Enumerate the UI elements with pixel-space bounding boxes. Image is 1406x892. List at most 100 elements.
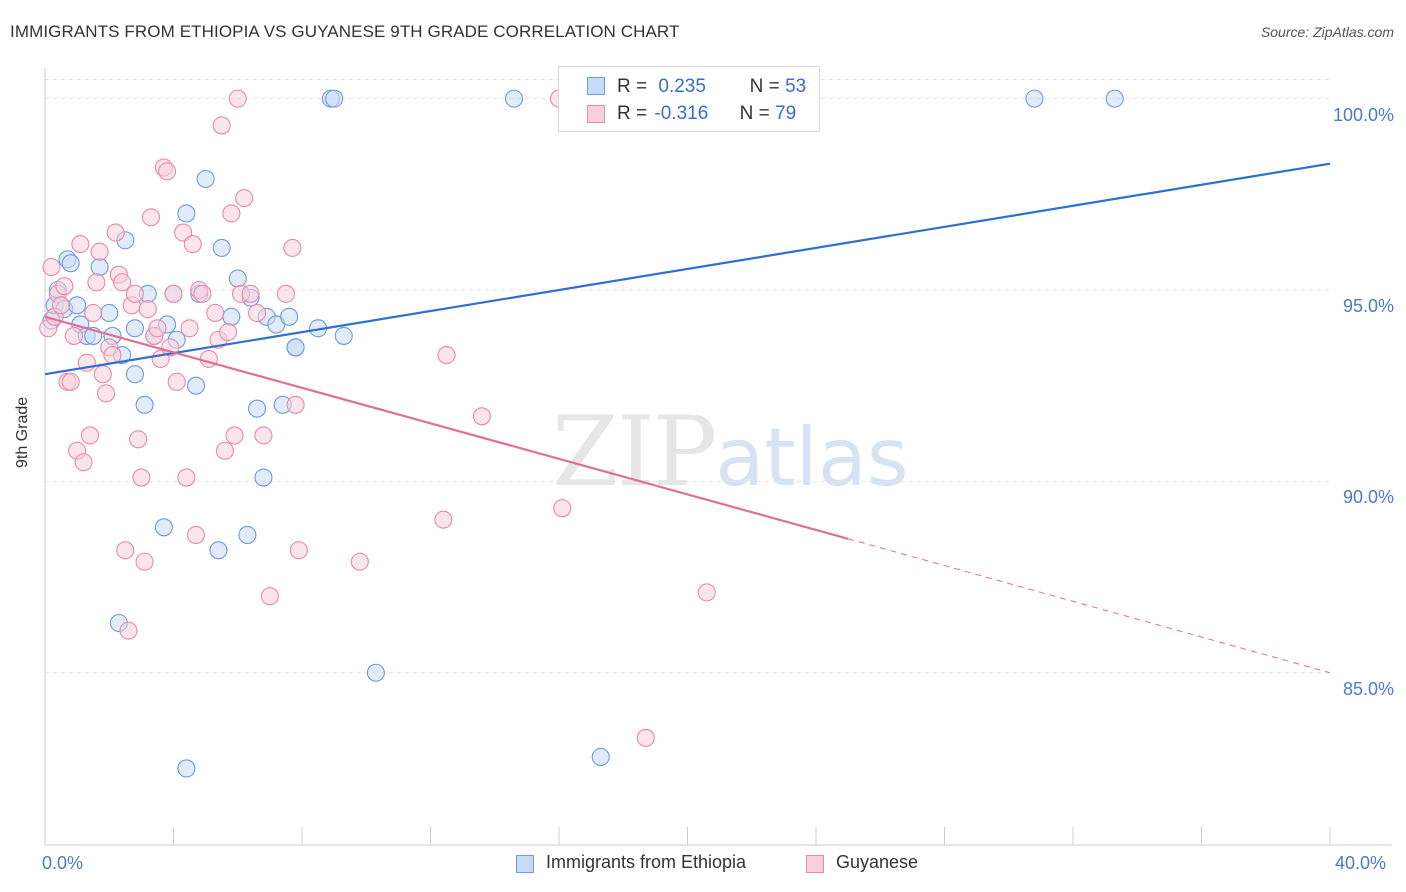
point-guyanese bbox=[186, 525, 206, 545]
point-guyanese bbox=[64, 326, 83, 345]
point-ethiopia bbox=[196, 169, 215, 189]
point-guyanese bbox=[125, 284, 144, 303]
point-guyanese bbox=[222, 204, 241, 223]
point-guyanese bbox=[106, 223, 125, 242]
point-guyanese bbox=[119, 621, 138, 640]
point-ethiopia bbox=[135, 395, 154, 414]
y-tick-label: 95.0% bbox=[1342, 296, 1394, 316]
trend-lines bbox=[44, 162, 1331, 674]
point-ethiopia bbox=[209, 541, 228, 560]
point-ethiopia bbox=[154, 518, 173, 537]
point-guyanese bbox=[141, 208, 161, 227]
point-ethiopia bbox=[286, 338, 305, 357]
point-ethiopia bbox=[366, 663, 385, 682]
point-guyanese bbox=[235, 189, 254, 208]
point-guyanese bbox=[183, 235, 202, 254]
point-guyanese bbox=[158, 162, 177, 181]
y-tick-label: 100.0% bbox=[1332, 104, 1394, 125]
point-ethiopia bbox=[325, 89, 344, 108]
point-guyanese bbox=[84, 303, 103, 323]
watermark: ZIPatlas bbox=[552, 396, 909, 508]
point-guyanese bbox=[350, 552, 369, 571]
point-guyanese bbox=[42, 257, 61, 277]
bottom-legend-ethiopia: Immigrants from Ethiopia bbox=[546, 852, 747, 872]
legend-n-label: N = bbox=[749, 76, 780, 97]
legend-r-value: 0.235 bbox=[658, 76, 706, 97]
point-guyanese bbox=[286, 395, 305, 414]
point-guyanese bbox=[254, 426, 273, 445]
point-guyanese bbox=[177, 468, 196, 487]
point-ethiopia bbox=[254, 468, 273, 487]
point-ethiopia bbox=[238, 525, 257, 545]
trend-line-guyanese bbox=[44, 315, 849, 540]
point-guyanese bbox=[87, 273, 106, 292]
point-guyanese bbox=[129, 430, 148, 449]
gridlines bbox=[45, 78, 1330, 674]
x-tick-label-max: 40.0% bbox=[1335, 853, 1387, 873]
point-guyanese bbox=[80, 426, 100, 445]
point-guyanese bbox=[193, 284, 212, 303]
point-ethiopia bbox=[504, 89, 524, 108]
point-guyanese bbox=[55, 277, 74, 296]
axes bbox=[44, 68, 1392, 846]
point-guyanese bbox=[260, 587, 279, 606]
point-guyanese bbox=[167, 372, 186, 391]
point-guyanese bbox=[135, 552, 154, 571]
point-ethiopia bbox=[228, 269, 247, 288]
trend-line-guyanese-extension bbox=[847, 538, 1331, 674]
point-guyanese bbox=[437, 346, 456, 365]
correlation-legend: R = 0.235 N = 53 R = -0.316 N = 79 bbox=[558, 66, 820, 132]
point-ethiopia bbox=[280, 307, 299, 326]
point-guyanese bbox=[219, 323, 238, 342]
point-guyanese bbox=[206, 303, 225, 323]
point-guyanese bbox=[212, 116, 231, 135]
legend-r-label: R = bbox=[617, 76, 648, 97]
y-axis-label: 9th Grade bbox=[14, 396, 31, 468]
point-guyanese bbox=[164, 284, 183, 303]
legend-n-value: 53 bbox=[785, 76, 807, 97]
legend-n-label: N = bbox=[739, 103, 770, 124]
point-guyanese bbox=[74, 453, 93, 472]
data-points bbox=[39, 89, 1124, 778]
point-guyanese bbox=[93, 365, 112, 384]
point-ethiopia bbox=[100, 303, 119, 323]
legend-swatch-ethiopia bbox=[587, 77, 605, 95]
point-ethiopia bbox=[186, 376, 206, 395]
legend-swatch-guyanese bbox=[587, 105, 605, 123]
point-guyanese bbox=[132, 468, 151, 487]
point-guyanese bbox=[215, 441, 234, 460]
legend-r-label: R = bbox=[617, 103, 648, 124]
point-guyanese bbox=[113, 273, 132, 292]
point-guyanese bbox=[180, 319, 199, 338]
point-ethiopia bbox=[125, 365, 144, 384]
point-guyanese bbox=[225, 426, 244, 445]
point-guyanese bbox=[138, 300, 157, 319]
legend-r-value: -0.316 bbox=[654, 103, 709, 124]
watermark-zip: ZIP bbox=[552, 396, 717, 508]
point-guyanese bbox=[247, 303, 267, 323]
point-ethiopia bbox=[177, 759, 196, 778]
bottom-legend-swatch-ethiopia bbox=[516, 855, 534, 873]
point-guyanese bbox=[103, 346, 122, 365]
chart-title: IMMIGRANTS FROM ETHIOPIA VS GUYANESE 9TH… bbox=[10, 22, 680, 41]
legend-n-value: 79 bbox=[775, 103, 797, 124]
watermark-atlas: atlas bbox=[715, 411, 909, 504]
point-ethiopia bbox=[125, 319, 144, 338]
point-ethiopia bbox=[61, 254, 80, 273]
point-guyanese bbox=[472, 407, 491, 426]
point-guyanese bbox=[90, 242, 109, 261]
point-guyanese bbox=[276, 284, 295, 303]
y-tick-label: 85.0% bbox=[1342, 678, 1394, 699]
y-tick-label: 90.0% bbox=[1342, 487, 1394, 508]
bottom-legend-guyanese: Guyanese bbox=[836, 852, 919, 872]
point-ethiopia bbox=[591, 747, 610, 767]
point-ethiopia bbox=[222, 307, 241, 326]
point-ethiopia bbox=[212, 238, 231, 257]
point-ethiopia bbox=[334, 326, 353, 345]
point-guyanese bbox=[116, 541, 135, 560]
point-guyanese bbox=[148, 319, 167, 338]
point-guyanese bbox=[289, 541, 308, 560]
point-guyanese bbox=[52, 296, 71, 315]
chart-source: Source: ZipAtlas.com bbox=[1260, 24, 1394, 40]
